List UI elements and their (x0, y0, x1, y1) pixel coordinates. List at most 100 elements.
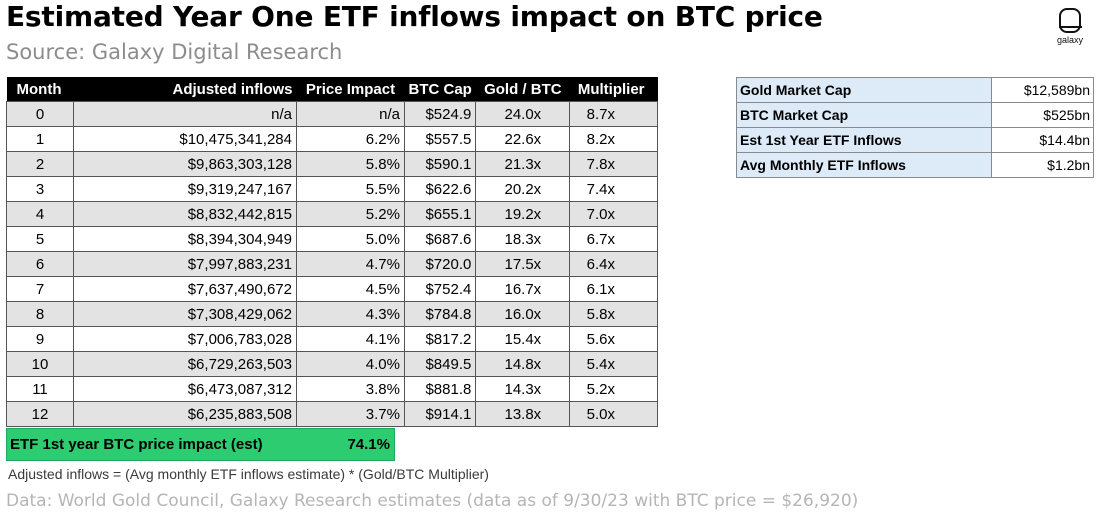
price-impact-cell: 6.2% (296, 126, 405, 152)
month-cell: 11 (6, 376, 74, 402)
total-price-impact-row: ETF 1st year BTC price impact (est) 74.1… (6, 428, 395, 461)
adjusted-inflows-cell: $6,473,087,312 (73, 376, 297, 402)
gold-btc-cell: 20.2x (475, 176, 571, 202)
btc-cap-cell: $622.6 (403, 176, 477, 202)
summary-value: $12,589bn (991, 77, 1094, 103)
btc-cap-cell: $655.1 (403, 201, 477, 227)
summary-value: $525bn (991, 102, 1094, 128)
price-impact-cell: 5.5% (296, 176, 405, 202)
multiplier-cell: 7.0x (569, 201, 659, 227)
adjusted-inflows-cell: $6,235,883,508 (73, 401, 297, 427)
adjusted-inflows-cell: $7,308,429,062 (73, 301, 297, 327)
btc-cap-cell: $914.1 (403, 401, 477, 427)
column-header-month: Month (6, 77, 74, 102)
table-row: 8 $7,308,429,062 4.3% $784.8 16.0x 5.8x (6, 301, 659, 327)
table-row: 11 $6,473,087,312 3.8% $881.8 14.3x 5.2x (6, 376, 659, 402)
btc-cap-cell: $817.2 (403, 326, 477, 352)
multiplier-cell: 8.2x (569, 126, 659, 152)
price-impact-cell: 5.0% (296, 226, 405, 252)
summary-row: Avg Monthly ETF Inflows $1.2bn (736, 152, 1094, 178)
btc-cap-cell: $524.9 (403, 101, 477, 127)
multiplier-cell: 5.8x (569, 301, 659, 327)
gold-btc-cell: 19.2x (475, 201, 571, 227)
gold-btc-cell: 15.4x (475, 326, 571, 352)
multiplier-cell: 5.0x (569, 401, 659, 427)
etf-impact-table: Month Adjusted inflows Price Impact BTC … (6, 77, 659, 427)
table-row: 10 $6,729,263,503 4.0% $849.5 14.8x 5.4x (6, 351, 659, 377)
month-cell: 4 (6, 201, 74, 227)
adjusted-inflows-cell: $7,006,783,028 (73, 326, 297, 352)
month-cell: 12 (6, 401, 74, 427)
page-subtitle: Source: Galaxy Digital Research (6, 40, 343, 64)
price-impact-cell: 4.3% (296, 301, 405, 327)
btc-cap-cell: $590.1 (403, 151, 477, 177)
data-source-footer: Data: World Gold Council, Galaxy Researc… (6, 491, 859, 511)
month-cell: 7 (6, 276, 74, 302)
table-row: 9 $7,006,783,028 4.1% $817.2 15.4x 5.6x (6, 326, 659, 352)
month-cell: 6 (6, 251, 74, 277)
logo-wordmark: galaxy (1056, 35, 1083, 45)
multiplier-cell: 5.4x (569, 351, 659, 377)
gold-btc-cell: 22.6x (475, 126, 571, 152)
adjusted-inflows-cell: $8,832,442,815 (73, 201, 297, 227)
total-label: ETF 1st year BTC price impact (est) (10, 436, 263, 453)
btc-cap-cell: $849.5 (403, 351, 477, 377)
btc-cap-cell: $752.4 (403, 276, 477, 302)
galaxy-logo: galaxy (1046, 8, 1094, 45)
column-header-price-impact: Price Impact (296, 77, 405, 102)
adjusted-inflows-cell: $8,394,304,949 (73, 226, 297, 252)
btc-cap-cell: $720.0 (403, 251, 477, 277)
multiplier-cell: 6.4x (569, 251, 659, 277)
month-cell: 2 (6, 151, 74, 177)
column-header-adjusted-inflows: Adjusted inflows (73, 77, 297, 102)
multiplier-cell: 5.2x (569, 376, 659, 402)
price-impact-cell: 5.2% (296, 201, 405, 227)
table-row: 2 $9,863,303,128 5.8% $590.1 21.3x 7.8x (6, 151, 659, 177)
btc-cap-cell: $881.8 (403, 376, 477, 402)
multiplier-cell: 6.7x (569, 226, 659, 252)
btc-cap-cell: $784.8 (403, 301, 477, 327)
month-cell: 0 (6, 101, 74, 127)
multiplier-cell: 6.1x (569, 276, 659, 302)
column-header-multiplier: Multiplier (569, 77, 658, 102)
adjusted-inflows-cell: $10,475,341,284 (73, 126, 297, 152)
month-cell: 1 (6, 126, 74, 152)
adjusted-inflows-cell: $6,729,263,503 (73, 351, 297, 377)
table-header-row: Month Adjusted inflows Price Impact BTC … (6, 77, 658, 102)
multiplier-cell: 5.6x (569, 326, 659, 352)
gold-btc-cell: 18.3x (475, 226, 571, 252)
table-row: 7 $7,637,490,672 4.5% $752.4 16.7x 6.1x (6, 276, 659, 302)
column-header-gold-btc: Gold / BTC (475, 77, 570, 102)
adjusted-inflows-cell: $9,319,247,167 (73, 176, 297, 202)
price-impact-cell: n/a (296, 101, 405, 127)
summary-label: Est 1st Year ETF Inflows (736, 127, 992, 153)
adjusted-inflows-cell: $7,637,490,672 (73, 276, 297, 302)
gold-btc-cell: 13.8x (475, 401, 571, 427)
table-row: 12 $6,235,883,508 3.7% $914.1 13.8x 5.0x (6, 401, 659, 427)
summary-row: BTC Market Cap $525bn (736, 102, 1094, 128)
formula-note: Adjusted inflows = (Avg monthly ETF infl… (8, 466, 489, 482)
table-row: 3 $9,319,247,167 5.5% $622.6 20.2x 7.4x (6, 176, 659, 202)
gold-btc-cell: 14.3x (475, 376, 571, 402)
price-impact-cell: 4.1% (296, 326, 405, 352)
table-row: 0 n/a n/a $524.9 24.0x 8.7x (6, 101, 659, 127)
price-impact-cell: 5.8% (296, 151, 405, 177)
table-row: 5 $8,394,304,949 5.0% $687.6 18.3x 6.7x (6, 226, 659, 252)
month-cell: 8 (6, 301, 74, 327)
summary-table: Gold Market Cap $12,589bn BTC Market Cap $5… (736, 77, 1094, 178)
gold-btc-cell: 16.7x (475, 276, 571, 302)
month-cell: 10 (6, 351, 74, 377)
gold-btc-cell: 16.0x (475, 301, 571, 327)
summary-value: $14.4bn (991, 127, 1094, 153)
price-impact-cell: 4.7% (296, 251, 405, 277)
price-impact-cell: 3.7% (296, 401, 405, 427)
summary-value: $1.2bn (991, 152, 1094, 178)
column-header-btc-cap: BTC Cap (404, 77, 476, 102)
gold-btc-cell: 14.8x (475, 351, 571, 377)
summary-row: Est 1st Year ETF Inflows $14.4bn (736, 127, 1094, 153)
price-impact-cell: 3.8% (296, 376, 405, 402)
price-impact-cell: 4.0% (296, 351, 405, 377)
btc-cap-cell: $557.5 (403, 126, 477, 152)
galaxy-logo-icon (1058, 8, 1082, 33)
summary-label: Gold Market Cap (736, 77, 992, 103)
